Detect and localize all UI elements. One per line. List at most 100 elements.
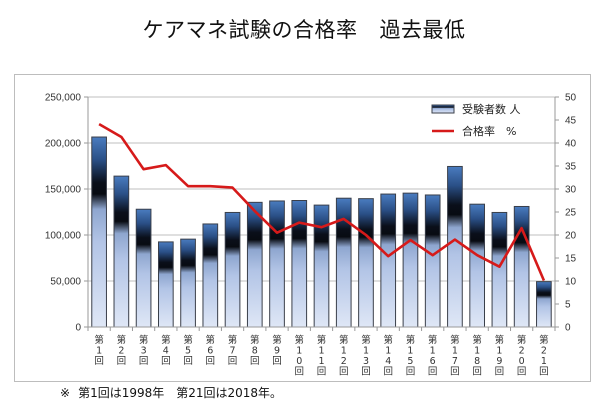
x-category-char: 1 bbox=[363, 346, 369, 357]
bar-21 bbox=[536, 281, 552, 328]
bar-3 bbox=[135, 208, 152, 328]
x-category-char: 1 bbox=[407, 346, 413, 357]
bar-11 bbox=[313, 204, 330, 328]
x-category-char: 回 bbox=[272, 356, 282, 367]
x-category-char: 5 bbox=[407, 356, 413, 367]
x-category-char: 第 bbox=[317, 334, 327, 346]
x-category-char: 1 bbox=[430, 346, 436, 357]
bar-4 bbox=[157, 241, 174, 328]
left-axis-tick-label: 250,000 bbox=[45, 93, 82, 104]
x-category-char: 6 bbox=[430, 356, 436, 367]
x-category-char: 7 bbox=[230, 346, 236, 357]
x-category-char: 回 bbox=[517, 367, 527, 378]
right-axis-tick-label: 5 bbox=[565, 300, 571, 311]
x-category-char: 5 bbox=[185, 346, 191, 357]
x-category-char: 8 bbox=[252, 346, 258, 357]
x-category-char: 第 bbox=[117, 334, 127, 346]
x-category-char: 1 bbox=[385, 346, 391, 357]
x-category-char: 1 bbox=[452, 346, 458, 357]
bar-2 bbox=[113, 175, 130, 328]
x-category-char: 第 bbox=[406, 334, 416, 346]
bar-5 bbox=[180, 238, 196, 328]
bar-17 bbox=[447, 165, 463, 328]
x-category-char: 回 bbox=[295, 367, 305, 378]
x-category-char: 回 bbox=[117, 356, 127, 367]
x-category-char: 2 bbox=[341, 356, 347, 367]
x-category-char: 6 bbox=[207, 346, 213, 357]
right-axis-tick-label: 50 bbox=[565, 93, 577, 104]
x-category-char: 第 bbox=[161, 334, 171, 346]
bar-10 bbox=[291, 200, 308, 328]
chart-title: ケアマネ試験の合格率 過去最低 bbox=[0, 14, 608, 44]
x-category-label: 第5回 bbox=[183, 334, 193, 367]
left-axis-tick-label: 200,000 bbox=[45, 139, 82, 150]
x-category-char: 回 bbox=[183, 356, 193, 367]
x-category-char: 回 bbox=[361, 367, 371, 378]
x-category-char: 第 bbox=[517, 334, 527, 346]
bar-20 bbox=[513, 205, 530, 328]
x-category-char: 回 bbox=[139, 356, 149, 367]
x-category-char: 1 bbox=[318, 346, 324, 357]
right-axis-tick-label: 25 bbox=[565, 208, 577, 219]
bar-14 bbox=[380, 193, 397, 328]
x-category-char: 0 bbox=[296, 356, 302, 367]
x-category-char: 4 bbox=[163, 346, 169, 357]
x-category-char: 回 bbox=[472, 367, 482, 378]
x-category-char: 1 bbox=[496, 346, 502, 357]
bar-15 bbox=[402, 192, 419, 328]
right-axis-tick-label: 0 bbox=[565, 323, 571, 334]
bar-8 bbox=[246, 201, 263, 328]
bar-7 bbox=[224, 211, 241, 328]
x-category-char: 第 bbox=[361, 334, 371, 346]
axes: 050,000100,000150,000200,000250,00005101… bbox=[45, 93, 577, 378]
x-category-char: 回 bbox=[206, 356, 216, 367]
rate-line-series bbox=[98, 122, 546, 282]
right-axis-tick-label: 15 bbox=[565, 254, 577, 265]
x-category-char: 4 bbox=[385, 356, 391, 367]
x-category-char: 9 bbox=[274, 346, 280, 357]
right-axis-tick-label: 40 bbox=[565, 139, 577, 150]
bar-6 bbox=[202, 223, 219, 328]
x-category-char: 0 bbox=[519, 356, 525, 367]
x-category-char: 2 bbox=[519, 346, 525, 357]
left-axis-tick-label: 100,000 bbox=[45, 231, 82, 242]
right-axis-tick-label: 30 bbox=[565, 185, 577, 196]
x-category-char: 回 bbox=[383, 367, 393, 378]
x-category-char: 回 bbox=[339, 367, 349, 378]
right-axis-tick-label: 20 bbox=[565, 231, 577, 242]
x-category-char: 回 bbox=[428, 367, 438, 378]
x-category-char: 1 bbox=[541, 356, 547, 367]
x-category-char: 第 bbox=[383, 334, 393, 346]
x-category-label: 第9回 bbox=[272, 334, 282, 367]
x-category-label: 第4回 bbox=[161, 334, 171, 367]
x-category-char: 第 bbox=[450, 334, 460, 346]
bar-12 bbox=[335, 197, 352, 328]
bar-13 bbox=[358, 198, 374, 328]
x-category-char: 第 bbox=[539, 334, 549, 346]
x-category-char: 回 bbox=[450, 367, 460, 378]
x-category-char: 第 bbox=[339, 334, 349, 346]
x-category-char: 3 bbox=[363, 356, 369, 367]
x-category-label: 第8回 bbox=[250, 334, 260, 367]
x-category-char: 回 bbox=[406, 367, 416, 378]
x-category-char: 第 bbox=[272, 334, 282, 346]
legend-bar-label: 受験者数 人 bbox=[462, 102, 521, 116]
x-category-label: 第1回 bbox=[94, 334, 104, 367]
x-category-char: 9 bbox=[496, 356, 502, 367]
x-category-char: 回 bbox=[539, 367, 549, 378]
x-category-char: 1 bbox=[474, 346, 480, 357]
x-category-char: 2 bbox=[118, 346, 124, 357]
x-category-char: 第 bbox=[94, 334, 104, 346]
x-category-char: 回 bbox=[161, 356, 171, 367]
x-category-char: 第 bbox=[495, 334, 505, 346]
right-axis-tick-label: 35 bbox=[565, 162, 577, 173]
x-category-char: 第 bbox=[206, 334, 216, 346]
